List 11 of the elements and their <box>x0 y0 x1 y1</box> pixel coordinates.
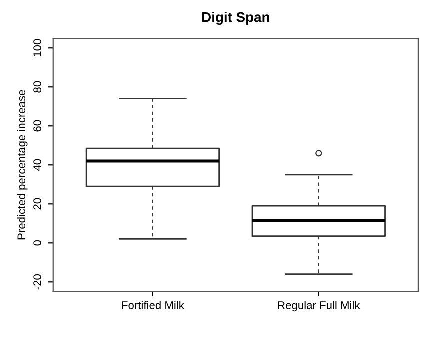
y-tick-label: -20 <box>34 274 42 290</box>
y-tick-label: 60 <box>34 120 42 132</box>
y-tick-label: 40 <box>34 159 42 172</box>
x-tick-label: Regular Full Milk <box>278 301 360 312</box>
y-tick-label: 0 <box>34 240 42 246</box>
y-tick-label: 100 <box>34 39 42 57</box>
chart-title: Digit Span <box>202 12 270 26</box>
y-tick-label: 20 <box>34 198 42 210</box>
x-tick-label: Fortified Milk <box>122 301 184 310</box>
y-tick-label: 80 <box>34 81 42 93</box>
y-axis-title: Predicted percentage increase <box>17 90 28 240</box>
